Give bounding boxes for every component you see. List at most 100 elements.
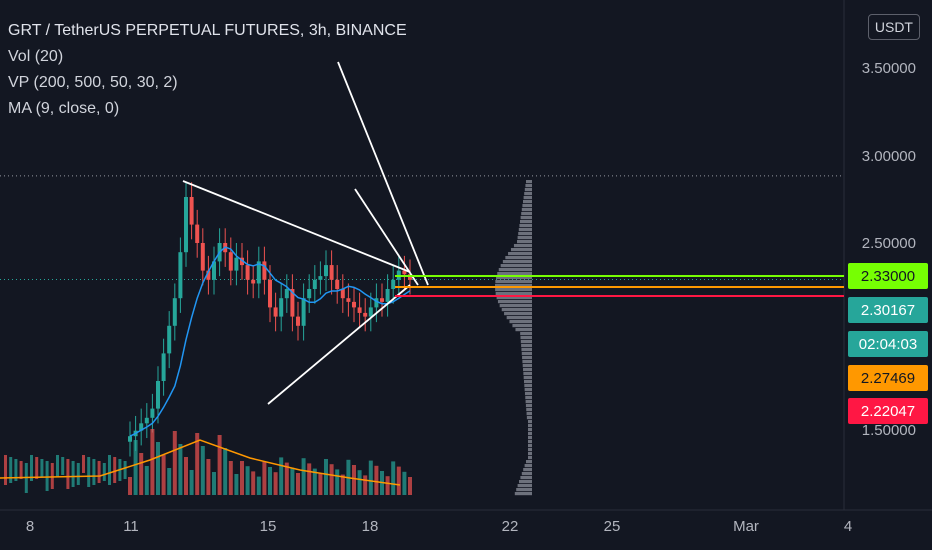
volume-bar — [30, 455, 33, 481]
volume-bar — [178, 444, 183, 495]
moving-average-indicator-label[interactable]: MA (9, close, 0) — [8, 100, 120, 117]
price-tag-box — [848, 297, 928, 323]
candle-body — [245, 265, 250, 280]
volume-bar — [56, 455, 59, 477]
volume-bar — [82, 455, 85, 473]
volume-indicator-label[interactable]: Vol (20) — [8, 48, 64, 65]
candle-body — [251, 279, 256, 284]
price-tag: 2.30167 — [848, 297, 928, 323]
price-tag: 2.27469 — [848, 365, 928, 391]
candle-body — [206, 270, 211, 280]
volume-profile-bar — [526, 412, 532, 416]
volume-bar — [402, 471, 407, 495]
volume-bar — [66, 459, 70, 489]
volume-profile-bar — [524, 384, 532, 388]
candle-body — [352, 301, 356, 308]
volume-bar — [71, 461, 75, 487]
volume-profile-bar — [495, 280, 532, 284]
volume-profile — [495, 180, 532, 496]
volume-profile-bar — [524, 380, 532, 384]
volume-profile-bar — [521, 344, 532, 348]
volume-bar — [301, 458, 306, 495]
volume-profile-bar — [518, 232, 532, 236]
candle-body — [301, 298, 306, 326]
candle-body — [329, 265, 334, 280]
volume-profile-bar — [504, 312, 532, 316]
volume-profile-bar — [519, 480, 532, 484]
volume-profile-bar — [508, 252, 532, 256]
volume-profile-bar — [517, 484, 532, 488]
price-tag-label: 2.33000 — [861, 268, 915, 285]
volume-profile-bar — [525, 396, 532, 400]
volume-bar — [97, 461, 101, 483]
volume-bar — [329, 464, 334, 495]
volume-bar — [374, 465, 379, 495]
volume-bar — [189, 470, 194, 495]
candle-body — [279, 298, 284, 317]
volume-bar — [113, 457, 117, 483]
volume-profile-bar — [516, 488, 532, 492]
volume-bar — [195, 433, 200, 495]
volume-bar — [223, 448, 228, 495]
time-tick-label: 22 — [502, 518, 519, 535]
volume-bar — [212, 472, 216, 495]
volume-profile-bar — [520, 220, 532, 224]
volume-profile-bar — [495, 284, 532, 288]
candle-body — [184, 197, 188, 253]
volume-profile-bar — [528, 452, 532, 456]
volume-bar — [217, 435, 222, 495]
volume-profile-bar — [528, 440, 532, 444]
volume-bar — [256, 476, 261, 495]
volume-bar — [50, 463, 54, 489]
price-tag: 2.22047 — [848, 398, 928, 424]
volume-bar — [184, 457, 188, 495]
candle-body — [161, 353, 166, 381]
candle-body — [240, 257, 244, 266]
candle-body — [150, 408, 155, 418]
volume-profile-bar — [525, 400, 532, 404]
volume-profile-bar — [512, 324, 532, 328]
volume-profile-bar — [495, 288, 532, 292]
candle-body — [335, 279, 340, 289]
volume-profile-bar — [521, 472, 532, 476]
volume-bar — [9, 457, 13, 483]
volume-profile-bar — [523, 200, 532, 204]
symbol-title[interactable]: GRT / TetherUS PERPETUAL FUTURES, 3h, BI… — [8, 22, 407, 39]
volume-bar — [391, 461, 396, 495]
price-tag-label: 2.27469 — [861, 370, 915, 387]
candle-body — [391, 279, 396, 289]
candle-body — [167, 325, 172, 354]
volume-profile-bar — [521, 348, 532, 352]
volume-profile-bar — [526, 416, 532, 420]
volume-profile-bar — [520, 476, 532, 480]
volume-profile-bar — [500, 264, 532, 268]
volume-profile-bar — [520, 216, 532, 220]
volume-profile-bar — [522, 360, 532, 364]
candles — [4, 182, 412, 493]
volume-profile-bar — [521, 352, 532, 356]
candle-body — [290, 289, 295, 317]
currency-button[interactable]: USDT — [867, 14, 920, 40]
volume-bar — [161, 455, 166, 495]
candle-body — [256, 261, 261, 284]
volume-bar — [335, 469, 340, 495]
volume-bar — [144, 466, 149, 495]
volume-profile-bar — [524, 188, 532, 192]
time-tick-label: Mar — [733, 518, 759, 535]
volume-profile-bar — [521, 212, 532, 216]
volume-profile-bar — [520, 336, 532, 340]
volume-profile-bar — [495, 292, 532, 296]
volume-profile-bar — [502, 260, 532, 264]
volume-profile-indicator-label[interactable]: VP (200, 500, 50, 30, 2) — [8, 74, 178, 91]
time-tick-label: 18 — [362, 518, 379, 535]
candle-body — [368, 307, 373, 317]
volume-bars — [128, 429, 412, 495]
volume-bar — [312, 468, 317, 495]
chart-legend: GRT / TetherUS PERPETUAL FUTURES, 3h, BI… — [8, 18, 407, 122]
price-tag-label: 2.22047 — [861, 403, 915, 420]
volume-bar — [245, 466, 250, 495]
volume-bar — [76, 463, 80, 485]
volume-profile-bar — [526, 460, 532, 464]
candle-body — [228, 252, 233, 271]
